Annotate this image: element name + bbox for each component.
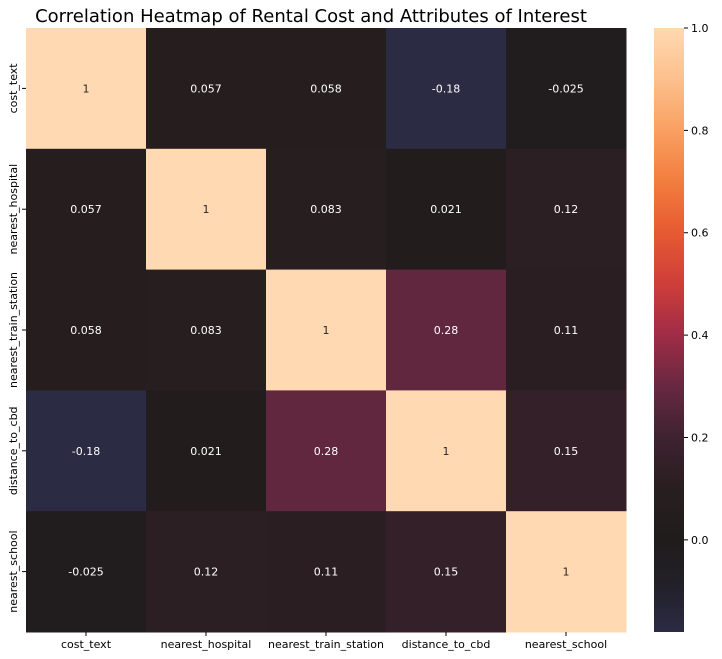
heatmap-cell	[266, 148, 387, 271]
x-tick-label: distance_to_cbd	[402, 638, 491, 651]
heatmap-cell-label: 0.15	[434, 566, 459, 579]
heatmap-cell	[146, 269, 267, 391]
heatmap-cell-label: 0.021	[430, 203, 462, 216]
heatmap-cell-label: 0.058	[310, 82, 342, 95]
heatmap-cell	[386, 28, 507, 150]
colorbar-gradient	[654, 28, 684, 632]
heatmap-cell-label: 1	[443, 445, 450, 458]
heatmap-cell-label: 0.15	[554, 445, 579, 458]
heatmap-cell	[266, 28, 387, 150]
colorbar: 0.0 0.2 0.4 0.6 0.8 1.0	[654, 22, 709, 632]
heatmap-cell	[266, 390, 387, 512]
heatmap-cell-label: 1	[203, 203, 210, 216]
heatmap-cell-label: -0.025	[68, 566, 103, 579]
colorbar-tick-label: 0.4	[691, 329, 709, 342]
heatmap-cell-label: 1	[563, 566, 570, 579]
y-tick-label: nearest_hospital	[7, 164, 20, 255]
heatmap-cell-label: 0.083	[190, 324, 222, 337]
x-tick-label: nearest_hospital	[161, 638, 252, 651]
colorbar-tick-label: 0.2	[691, 431, 709, 444]
heatmap-cell-label: 0.057	[70, 203, 102, 216]
y-tick-label: nearest_train_station	[7, 272, 20, 388]
heatmap-cell	[506, 148, 627, 271]
heatmap-cell-label: 0.11	[554, 324, 579, 337]
heatmap-cell	[386, 511, 507, 633]
heatmap-cell	[146, 511, 267, 633]
heatmap-cell-label: -0.025	[548, 82, 583, 95]
heatmap-cell-label: 0.083	[310, 203, 342, 216]
heatmap-cell	[26, 28, 147, 150]
heatmap-cell	[26, 148, 147, 271]
heatmap-cell-label: -0.18	[72, 445, 100, 458]
heatmap-cell	[506, 511, 627, 633]
heatmap-cell	[386, 148, 507, 271]
heatmap-cell	[146, 28, 267, 150]
colorbar-tick-label: 0.8	[691, 124, 709, 137]
heatmap-cell	[146, 390, 267, 512]
heatmap-cell-label: 1	[83, 82, 90, 95]
x-tick-label: nearest_train_station	[268, 638, 384, 651]
heatmap-cell-label: 0.058	[70, 324, 102, 337]
y-tick-label: distance_to_cbd	[7, 406, 20, 495]
colorbar-tick-label: 0.0	[691, 534, 709, 547]
heatmap-cell	[26, 511, 147, 633]
x-axis: cost_text nearest_hospital nearest_train_s…	[61, 632, 607, 651]
y-tick-label: nearest_school	[7, 530, 20, 612]
heatmap-cell-label: 0.021	[190, 445, 222, 458]
heatmap-cell-labels: 1 0.057 0.058 -0.18 -0.025 0.057 1 0.083 0.021 0.…	[68, 82, 583, 578]
heatmap-cell	[266, 511, 387, 633]
x-tick-label: nearest_school	[525, 638, 607, 651]
heatmap-cell-label: 0.28	[314, 445, 339, 458]
heatmap-cell-label: -0.18	[432, 82, 460, 95]
heatmap-cell-label: 0.057	[190, 82, 222, 95]
heatmap-cell-label: 1	[323, 324, 330, 337]
heatmap-cell	[266, 269, 387, 391]
heatmap-cell-label: 0.11	[314, 566, 339, 579]
heatmap-cell-label: 0.12	[194, 566, 219, 579]
x-tick-label: cost_text	[61, 638, 112, 651]
heatmap-cell	[26, 390, 147, 512]
y-axis: cost_text nearest_hospital nearest_train_s…	[7, 63, 26, 613]
heatmap-cells	[26, 28, 627, 633]
heatmap-cell-label: 0.12	[554, 203, 579, 216]
heatmap-cell	[146, 148, 267, 271]
heatmap-cell-label: 0.28	[434, 324, 459, 337]
heatmap-cell	[386, 269, 507, 391]
heatmap-cell	[26, 269, 147, 391]
chart-title: Correlation Heatmap of Rental Cost and A…	[35, 6, 587, 27]
heatmap-cell	[506, 269, 627, 391]
heatmap-cell	[386, 390, 507, 512]
colorbar-tick-label: 0.6	[691, 227, 709, 240]
heatmap-cell	[506, 390, 627, 512]
heatmap-cell	[506, 28, 627, 150]
y-tick-label: cost_text	[7, 63, 20, 114]
colorbar-tick-label: 1.0	[691, 22, 709, 35]
